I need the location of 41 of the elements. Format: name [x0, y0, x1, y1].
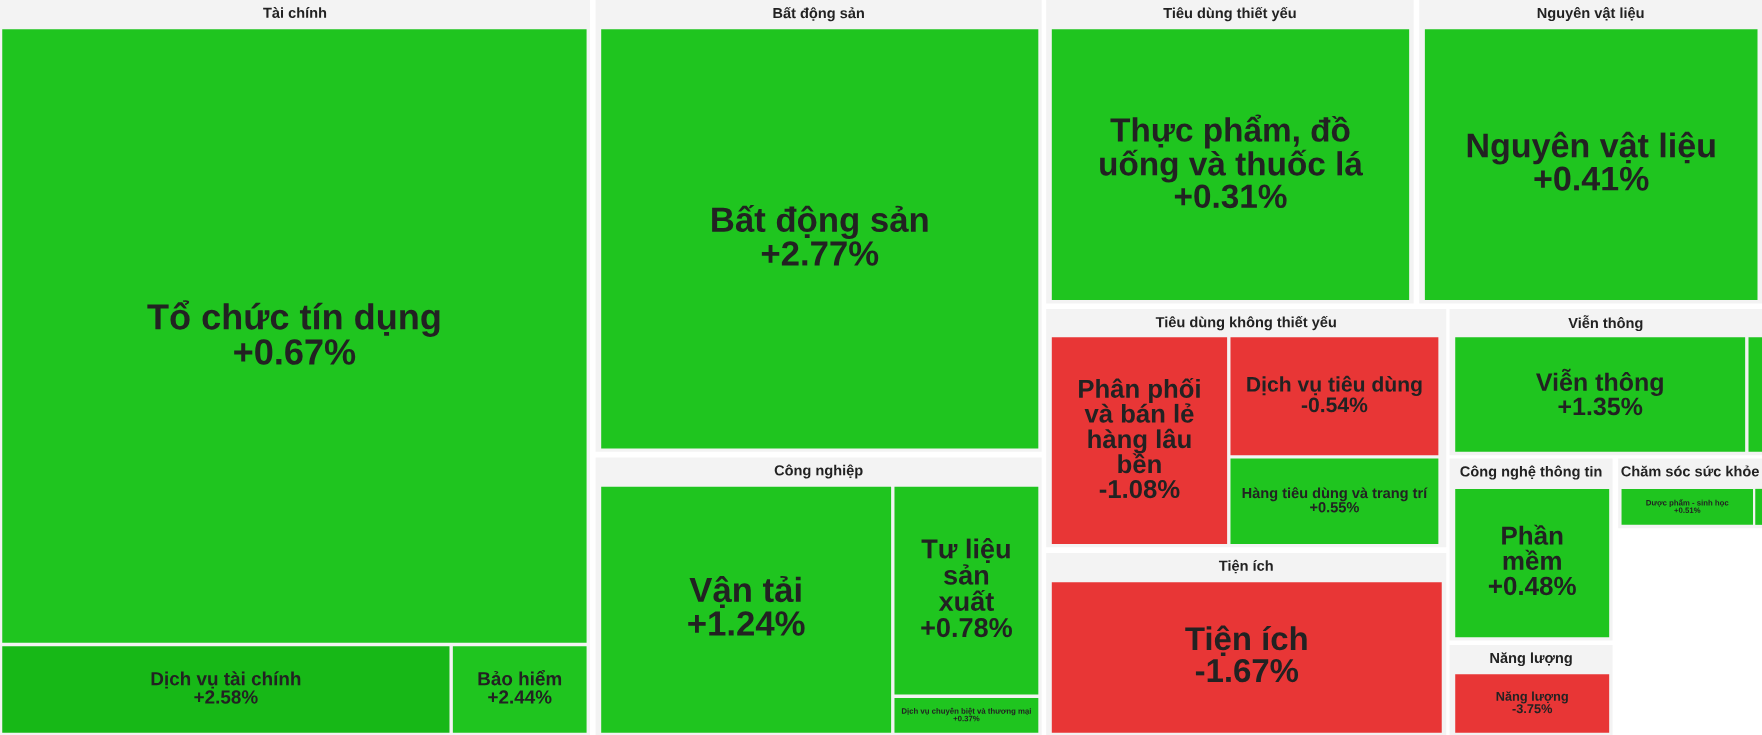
series-label: Tài chính	[263, 7, 327, 18]
category-label: Viễn thông	[1536, 368, 1663, 397]
data-label: +0.31%	[1174, 184, 1287, 209]
category-label: Vận tải	[689, 575, 801, 609]
category-label: Năng lượng	[1496, 691, 1568, 704]
series-label: Tiêu dùng không thiết yếu	[1155, 315, 1336, 331]
series-label: Bất động sản	[773, 6, 864, 22]
category-label: Nguyên vật liệu	[1467, 131, 1715, 165]
data-label: -0.54%	[1301, 397, 1368, 413]
data-label: -3.75%	[1512, 704, 1553, 714]
category-label: Hàng tiêu dùng và trang trí	[1242, 487, 1428, 502]
data-label: +0.48%	[1488, 576, 1576, 596]
series-label: Công nghiệp	[774, 464, 863, 479]
series-label: Tiện ích	[1218, 559, 1273, 574]
data-label: +0.55%	[1310, 502, 1359, 513]
data-label: +2.58%	[194, 690, 258, 704]
data-label: +2.44%	[488, 690, 552, 704]
category-label: Thực phẩm, đồ uống và thuốc lá	[1100, 114, 1363, 183]
category-label: Phân phối và bán lẻ hàng lâu bền	[1079, 377, 1200, 474]
series-label: Viễn thông	[1568, 315, 1643, 332]
category-label: Tổ chức tín dụng	[147, 300, 440, 337]
category-label: Bảo hiểm	[478, 669, 562, 686]
category-label: Phần mềm	[1502, 524, 1563, 571]
category-label: Dịch vụ tài chính	[151, 671, 301, 689]
series-label: Năng lượng	[1490, 652, 1572, 667]
category-label: Tư liệu sản xuất	[921, 538, 1010, 611]
series-label: Chăm sóc sức khỏe	[1621, 465, 1759, 477]
data-label: +0.78%	[921, 618, 1012, 638]
data-label: +1.35%	[1558, 397, 1643, 416]
data-label: -1.08%	[1099, 479, 1180, 499]
data-label: +1.24%	[688, 611, 805, 636]
data-label: +2.77%	[761, 241, 879, 266]
data-label: +0.41%	[1534, 166, 1649, 191]
data-label: -1.67%	[1195, 658, 1299, 683]
series-label: Công nghệ thông tin	[1460, 465, 1602, 480]
series-label: Nguyên vật liệu	[1537, 7, 1644, 22]
series-label: Tiêu dùng thiết yếu	[1163, 6, 1296, 22]
category-label: Dịch vụ tiêu dùng	[1247, 375, 1422, 397]
category-label: Tiện ích	[1185, 625, 1307, 656]
data-label: +0.67%	[234, 339, 356, 365]
category-label: Bất động sản	[712, 204, 928, 240]
